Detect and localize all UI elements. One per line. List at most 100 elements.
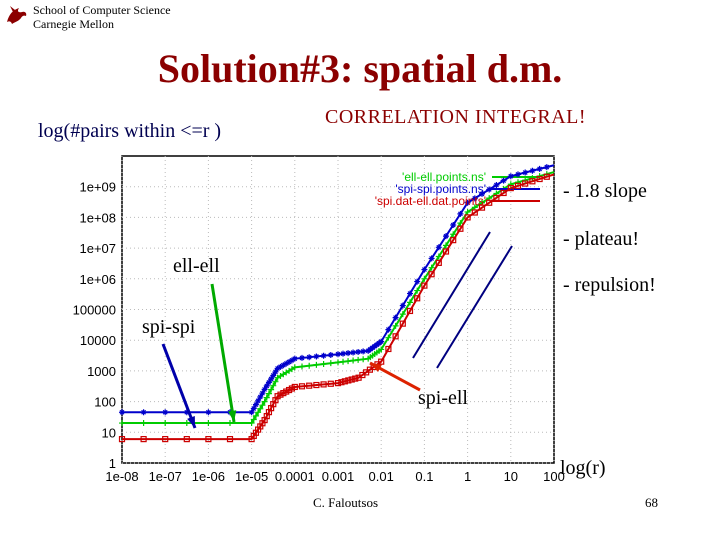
data-point xyxy=(399,302,406,309)
data-point xyxy=(140,420,147,427)
data-point xyxy=(428,255,435,262)
data-point xyxy=(263,382,270,389)
data-point xyxy=(291,364,298,371)
data-point xyxy=(313,381,320,389)
data-point xyxy=(162,420,169,427)
data-point xyxy=(162,436,169,443)
data-point xyxy=(428,264,435,271)
data-point xyxy=(392,333,399,340)
data-point xyxy=(350,357,357,364)
data-point xyxy=(345,350,352,357)
data-point xyxy=(378,346,385,353)
data-point xyxy=(320,352,327,359)
data-point xyxy=(261,398,268,405)
data-point xyxy=(257,394,264,401)
data-point xyxy=(299,363,305,370)
data-point xyxy=(352,375,359,382)
data-point xyxy=(274,365,281,372)
data-point xyxy=(500,177,507,184)
data-point xyxy=(464,199,471,206)
note-plateau: - plateau! xyxy=(563,228,640,250)
note-repulsion: - repulsion! xyxy=(563,274,656,296)
data-point xyxy=(257,405,264,412)
data-point xyxy=(252,401,259,408)
data-point xyxy=(529,167,536,174)
data-point xyxy=(486,186,493,193)
data-point xyxy=(268,375,275,382)
data-point xyxy=(272,368,279,375)
data-point xyxy=(265,390,272,397)
data-point xyxy=(248,420,255,427)
data-point xyxy=(471,204,478,211)
data-point xyxy=(205,436,212,443)
data-point xyxy=(457,210,464,217)
data-point xyxy=(340,350,347,357)
data-point xyxy=(335,359,341,366)
note-slope: - 1.8 slope xyxy=(563,180,647,202)
data-point xyxy=(250,416,257,423)
data-point xyxy=(471,195,478,202)
data-point xyxy=(421,275,428,282)
spi-ell-label: spi-ell xyxy=(418,387,468,409)
data-point xyxy=(299,354,305,361)
page-number: 68 xyxy=(645,495,658,510)
x-tick-label: 1e-07 xyxy=(149,469,182,484)
y-tick-label: 100000 xyxy=(73,303,116,318)
x-axis-label: log(r) xyxy=(560,457,606,479)
data-point xyxy=(286,358,293,365)
spi-spi-label: spi-spi xyxy=(142,316,196,338)
data-point xyxy=(464,214,471,221)
data-point xyxy=(119,420,125,427)
data-point xyxy=(514,182,522,189)
data-point xyxy=(522,177,529,184)
data-point xyxy=(500,189,507,197)
legend-label: 'spi.dat-ell.dat.points' xyxy=(375,194,486,208)
data-point xyxy=(298,383,306,390)
data-point xyxy=(414,295,421,302)
data-point xyxy=(327,380,334,387)
data-point xyxy=(263,394,270,401)
data-point xyxy=(265,379,272,386)
data-point xyxy=(457,225,464,232)
data-point xyxy=(340,358,347,365)
data-point xyxy=(270,372,277,379)
data-point xyxy=(259,402,266,409)
data-point xyxy=(414,287,421,294)
x-tick-label: 0.01 xyxy=(369,469,394,484)
x-tick-label: 1e-05 xyxy=(235,469,268,484)
y-axis-label: log(#pairs within <=r ) xyxy=(38,120,222,142)
data-point xyxy=(250,405,257,412)
spi-spi-arrow xyxy=(161,343,197,429)
data-point xyxy=(507,181,514,188)
data-point xyxy=(272,378,279,385)
data-point xyxy=(421,266,428,273)
data-point xyxy=(399,320,406,327)
data-point xyxy=(450,231,457,238)
data-point xyxy=(252,412,259,419)
data-point xyxy=(435,244,442,251)
footer-author: C. Faloutsos xyxy=(313,495,379,510)
data-point xyxy=(291,383,298,391)
data-point xyxy=(348,376,355,383)
data-point xyxy=(255,397,262,404)
series-line-3 xyxy=(122,173,555,441)
legend-label: 'spi-spi.points.ns' xyxy=(395,182,486,196)
data-point xyxy=(205,409,212,416)
data-point xyxy=(407,299,413,306)
data-point xyxy=(486,199,493,206)
x-tick-label: 0.001 xyxy=(322,469,355,484)
school-line-2: Carnegie Mellon xyxy=(33,17,114,31)
data-point xyxy=(464,208,471,215)
data-point xyxy=(435,259,442,266)
griffin-logo-icon xyxy=(7,6,27,24)
correlation-integral-note: CORRELATION INTEGRAL! xyxy=(325,106,587,128)
data-point xyxy=(493,182,500,189)
data-point xyxy=(341,378,348,385)
data-point xyxy=(392,314,399,321)
x-tick-label: 0.1 xyxy=(415,469,433,484)
data-point xyxy=(428,271,435,278)
data-point xyxy=(320,361,327,368)
data-point xyxy=(306,362,313,369)
ell-ell-arrow xyxy=(210,283,236,423)
